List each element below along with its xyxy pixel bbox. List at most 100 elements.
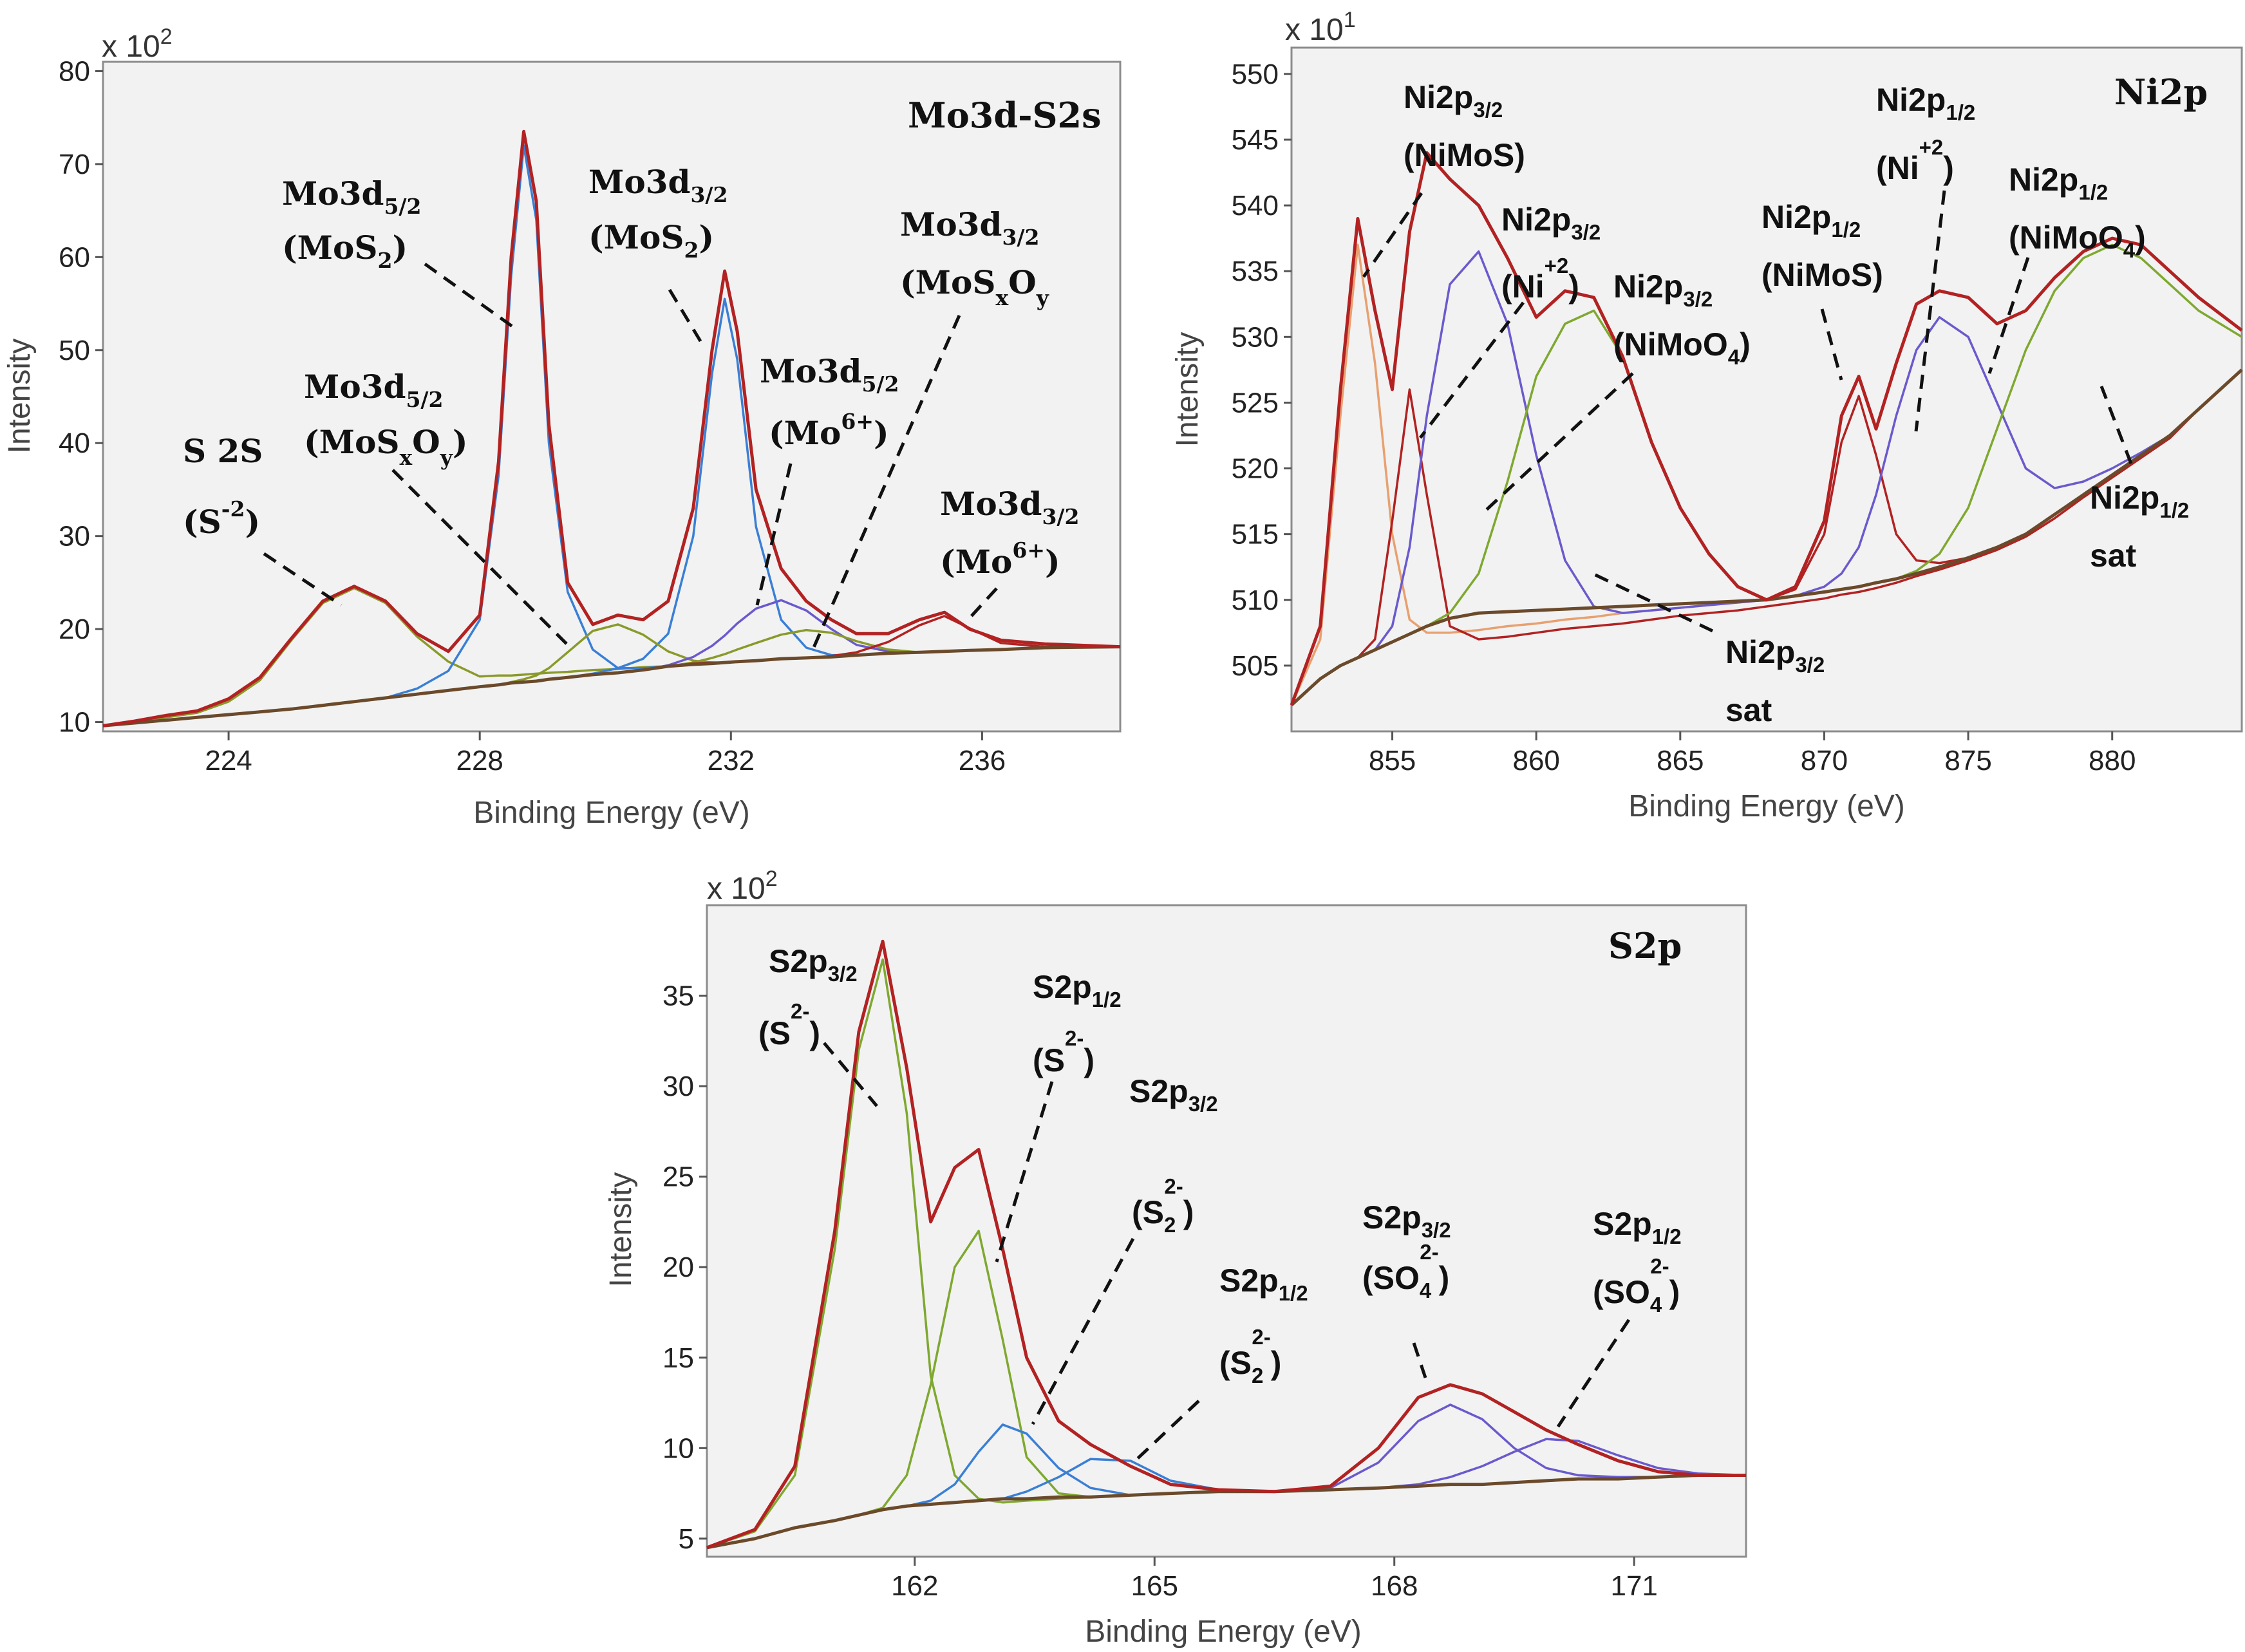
- s2p-y-scale: x 102: [707, 867, 778, 906]
- s2p-y-tick-label: 35: [662, 981, 694, 1012]
- s2p-ann-s22-32-species: (S22-): [1132, 1174, 1194, 1237]
- mo3d-x-tick-label: 236: [959, 745, 1006, 776]
- ni2p-x-tick-label: 875: [1944, 745, 1991, 776]
- s2p-x-axis-title: Binding Energy (eV): [1085, 1615, 1362, 1649]
- ni2p-y-tick-label: 535: [1232, 256, 1279, 287]
- s2p-ann-s2-32: S2p3/2: [769, 943, 858, 986]
- mo3d-ann-mosxoy-32-species: (MoSxOy: [900, 263, 1049, 310]
- ni2p-ann-nimoo4-12-species: (NiMoO4): [2009, 220, 2146, 262]
- mo3d-axis-ticks: 224 228 232 236 10 20 30 40 50 60 70 80: [59, 55, 1006, 776]
- mo3d-ann-mo6-52-species: (Mo6+): [769, 409, 889, 452]
- ni2p-ann-nimoo4-32-species: (NiMoO4): [1613, 326, 1751, 369]
- mo3d-ann-mo6-32-species: (Mo6+): [940, 538, 1060, 581]
- ni2p-leader-ni2-12: [1914, 190, 1946, 432]
- mo3d-x-tick-label: 228: [456, 745, 503, 776]
- s2p-leader-s22-12: [1132, 1400, 1200, 1464]
- mo3d-leader-mo6-32: [968, 587, 998, 619]
- ni2p-y-scale: x 101: [1285, 8, 1356, 47]
- ni2p-x-tick-label: 860: [1512, 745, 1559, 776]
- ni2p-y-tick-label: 505: [1232, 650, 1279, 682]
- ni2p-leader-ni2-32: [1419, 301, 1525, 439]
- mo3d-y-tick-label: 30: [59, 521, 90, 552]
- mo3d-ann-mos2-32: Mo3d3/2: [588, 163, 728, 207]
- ni2p-ann-nimoo4-32: Ni2p3/2: [1613, 268, 1713, 311]
- s2p-curves: [706, 939, 1747, 1550]
- mo3d-y-tick-label: 40: [59, 427, 90, 459]
- s2p-y-tick-label: 30: [662, 1071, 694, 1102]
- mo3d-y-tick-label: 20: [59, 614, 90, 645]
- s2p-panel-title: S2p: [1608, 925, 1682, 966]
- mo3d-series-envelope: [102, 129, 1121, 727]
- ni2p-series-background: [1290, 368, 2243, 707]
- ni2p-leader-nimoo4-32: [1479, 372, 1634, 516]
- mo3d-leader-mosxoy-32: [811, 314, 961, 652]
- ni2p-leader-nimoo4-12: [1987, 257, 2030, 374]
- s2p-ann-so4-12: S2p1/2: [1593, 1206, 1682, 1248]
- ni2p-ann-nimoo4-12: Ni2p1/2: [2009, 162, 2108, 204]
- s2p-axis-ticks: 162 165 168 171 5 10 15 20 25 30 35: [662, 981, 1658, 1602]
- ni2p-y-tick-label: 525: [1232, 387, 1279, 418]
- ni2p-ann-sat-32-species: sat: [1725, 692, 1772, 728]
- s2p-x-tick-label: 162: [891, 1570, 938, 1602]
- ni2p-ann-nimos-32-species: (NiMoS): [1404, 137, 1525, 173]
- ni2p-x-tick-label: 865: [1657, 745, 1704, 776]
- s2p-y-axis-title: Intensity: [604, 1172, 638, 1288]
- ni2p-y-tick-label: 545: [1232, 124, 1279, 156]
- ni2p-ann-ni2-12-species: (Ni+2): [1876, 135, 1954, 186]
- mo3d-ann-s2s-species: (S-2): [183, 496, 260, 541]
- ni2p-y-axis-title: Intensity: [1170, 332, 1205, 447]
- ni2p-x-tick-label: 870: [1801, 745, 1848, 776]
- s2p-x-tick-label: 165: [1131, 1570, 1178, 1602]
- ni2p-y-tick-label: 530: [1232, 321, 1279, 353]
- mo3d-ann-mos2-32-species: (MoS2): [588, 218, 714, 263]
- mo3d-x-tick-label: 232: [708, 745, 755, 776]
- s2p-series-background: [706, 1474, 1746, 1550]
- mo3d-y-tick-label: 80: [59, 55, 90, 87]
- s2p-y-tick-label: 25: [662, 1161, 694, 1193]
- s2p-leader-s2-12: [995, 1081, 1054, 1262]
- s2p-panel: 162 165 168 171 5 10 15 20 25 30 35 x 102 Binding …: [604, 867, 1747, 1649]
- s2p-y-tick-label: 5: [679, 1523, 694, 1555]
- s2p-leader-s2-32: [823, 1042, 878, 1107]
- ni2p-ann-sat-12: Ni2p1/2: [2090, 480, 2189, 522]
- s2p-x-tick-label: 168: [1371, 1570, 1418, 1602]
- s2p-y-tick-label: 15: [662, 1342, 694, 1374]
- mo3d-ann-mosxoy-32: Mo3d3/2: [900, 205, 1039, 250]
- mo3d-panel: 224 228 232 236 10 20 30 40 50 60 70 80 x 102 Bindi…: [3, 24, 1122, 830]
- mo3d-x-tick-label: 224: [205, 745, 252, 776]
- mo3d-y-tick-label: 10: [59, 707, 90, 738]
- s2p-ann-s22-12: S2p1/2: [1219, 1262, 1308, 1305]
- ni2p-ann-ni2-32: Ni2p3/2: [1501, 202, 1601, 244]
- ni2p-y-tick-label: 520: [1232, 453, 1279, 485]
- ni2p-y-tick-label: 540: [1232, 190, 1279, 221]
- ni2p-ann-ni2-12: Ni2p1/2: [1876, 82, 1975, 124]
- mo3d-leader-mo6-52: [755, 463, 793, 606]
- s2p-ann-s2-12: S2p1/2: [1033, 969, 1122, 1011]
- ni2p-curves: [1290, 151, 2243, 707]
- mo3d-plot-area: [102, 61, 1122, 733]
- ni2p-ann-nimos-12: Ni2p1/2: [1761, 199, 1861, 241]
- ni2p-leader-nimos-12: [1820, 308, 1843, 380]
- ni2p-y-tick-label: 550: [1232, 59, 1279, 90]
- mo3d-ann-s2s: S 2S: [183, 432, 263, 470]
- ni2p-leader-nimos-32: [1362, 192, 1423, 278]
- mo3d-curves: [102, 129, 1121, 727]
- s2p-plot-area: [706, 904, 1747, 1558]
- mo3d-panel-title: Mo3d-S2s: [908, 95, 1102, 136]
- mo3d-y-tick-label: 70: [59, 149, 90, 180]
- mo3d-ann-mos2-52: Mo3d5/2: [282, 174, 421, 219]
- mo3d-leader-s2s: [263, 552, 343, 607]
- s2p-leader-so4-32: [1412, 1342, 1427, 1378]
- s2p-ann-s22-12-species: (S22-): [1219, 1325, 1281, 1387]
- ni2p-axis-ticks: 855 860 865 870 875 880 505 510 515 520 525 530 535 5…: [1232, 59, 2136, 776]
- mo3d-y-scale: x 102: [102, 24, 173, 64]
- ni2p-panel-title: Ni2p: [2114, 71, 2208, 113]
- mo3d-y-tick-label: 50: [59, 335, 90, 366]
- s2p-ann-so4-32: S2p3/2: [1362, 1199, 1451, 1242]
- ni2p-y-tick-label: 515: [1232, 519, 1279, 550]
- ni2p-y-tick-label: 510: [1232, 585, 1279, 616]
- mo3d-series-background: [102, 645, 1121, 727]
- ni2p-series-envelope: [1290, 151, 2243, 706]
- s2p-series-envelope: [706, 939, 1746, 1550]
- mo3d-x-axis-title: Binding Energy (eV): [473, 796, 750, 830]
